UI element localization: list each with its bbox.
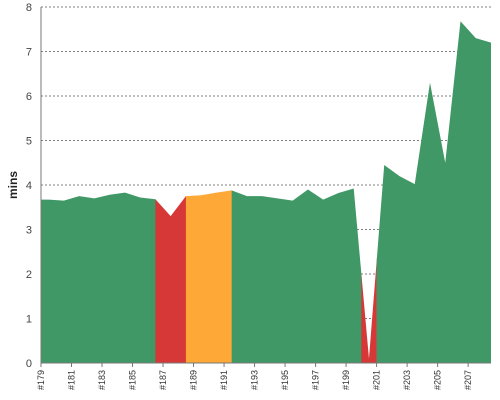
x-tick-label: #197 [311, 370, 321, 390]
y-tick-label: 4 [26, 180, 32, 192]
area-series [41, 21, 491, 363]
axes [40, 7, 491, 364]
x-axis-ticks: #179 #181 #183 #185 #187 #189 #191 #193 #195 #197… [36, 363, 473, 390]
green-area-segment [41, 21, 156, 363]
y-tick-label: 1 [26, 314, 32, 326]
y-tick-label: 8 [26, 2, 32, 14]
x-tick-label: #193 [250, 370, 260, 390]
x-tick-label: #205 [433, 370, 443, 390]
y-tick-label: 6 [26, 91, 32, 103]
x-tick-label: #179 [36, 370, 46, 390]
green-area-segment [231, 21, 362, 363]
x-tick-label: #187 [158, 370, 168, 390]
red-area-segment [155, 21, 187, 363]
x-tick-label: #199 [341, 370, 351, 390]
y-tick-label: 7 [26, 47, 32, 59]
x-tick-label: #201 [372, 370, 382, 390]
y-tick-label: 2 [26, 269, 32, 281]
y-tick-label: 3 [26, 225, 32, 237]
orange-area-segment [185, 21, 232, 363]
y-axis-label: mins [6, 171, 20, 199]
x-tick-label: #189 [189, 370, 199, 390]
x-tick-label: #195 [280, 370, 290, 390]
x-tick-label: #185 [128, 370, 138, 390]
x-tick-label: #183 [97, 370, 107, 390]
x-tick-label: #181 [67, 370, 77, 390]
y-axis-ticks: 0 1 2 3 4 5 6 7 8 [26, 2, 32, 370]
y-tick-label: 5 [26, 136, 32, 148]
x-tick-label: #203 [402, 370, 412, 390]
x-tick-label: #191 [219, 370, 229, 390]
x-tick-label: #207 [463, 370, 473, 390]
red-area-segment [361, 21, 377, 363]
y-tick-label: 0 [26, 358, 32, 370]
green-area-segment [376, 21, 491, 363]
